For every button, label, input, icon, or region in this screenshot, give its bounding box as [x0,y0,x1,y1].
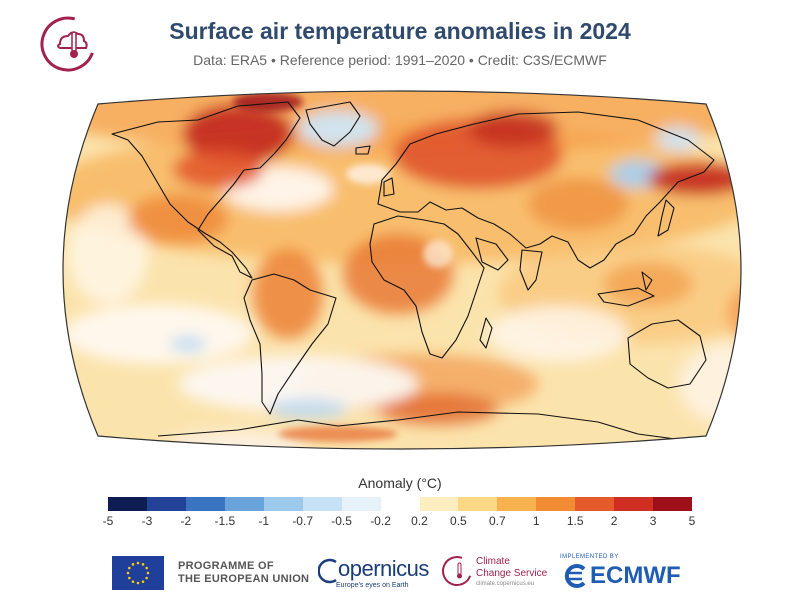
map-fill [63,91,741,449]
temperature-anomaly-map [38,84,766,456]
legend-swatch [185,497,225,511]
legend-swatch [380,497,420,511]
legend-tick-label: 0.5 [450,514,467,528]
copernicus-logo: opernicus Europe's eyes on Earth [318,552,429,592]
copernicus-text: opernicus [338,556,429,581]
legend-tick-label: 0.2 [411,514,428,528]
legend-swatch [224,497,264,511]
eu-star [128,576,131,580]
legend-tick-label: -1.5 [214,514,236,528]
legend-swatch [302,497,342,511]
legend-swatch [341,497,381,511]
world-map-svg [62,90,742,450]
ecmwf-implemented-by: IMPLEMENTED BY [560,554,619,560]
legend-title: Anomaly (°C) [358,475,442,491]
c3s-logo: Climate Change Service climate.copernicu… [440,552,550,592]
legend-swatch [108,497,147,511]
legend-tick-label: 1.5 [566,514,584,528]
page-subtitle: Data: ERA5 • Reference period: 1991–2020… [193,52,607,68]
legend-swatch [536,497,576,511]
eu-star [131,563,135,566]
coastlines [111,101,741,443]
legend-tick-label: -0.7 [292,514,313,528]
eu-star [146,571,150,575]
eu-star [126,571,130,575]
legend-tick-label: 0.7 [488,514,506,528]
footer-logos: PROGRAMME OF THE EUROPEAN UNION opernicu… [0,550,800,594]
legend-tick-label: 5 [688,514,696,528]
eu-flag-icon [112,556,164,590]
legend-tick-label: -1 [258,514,270,528]
eu-star [141,580,145,583]
eu-star [145,576,148,580]
copernicus-subtitle: Europe's eyes on Earth [336,582,409,589]
ecmwf-logo: IMPLEMENTED BY ECMWF [558,550,698,594]
legend-color-bar [108,497,693,511]
legend-tick-label: 3 [649,514,657,528]
eu-star [145,566,148,570]
eu-star [136,581,140,585]
c3s-text-line1: Climate [476,556,510,567]
eu-star [136,561,140,565]
legend-swatch [614,497,654,511]
eu-programme-text: PROGRAMME OF THE EUROPEAN UNION [178,560,309,586]
legend-swatch [497,497,537,511]
legend-tick-label: 1 [532,514,540,528]
legend-ticks: -5 -3 -2 -1.5 -1 -0.7 -0.5 -0.2 0.2 0.5 0.7 1 1.5 2 3 5 [103,514,696,530]
legend-tick-label: -3 [141,514,153,528]
legend-swatch [458,497,498,511]
c3s-small-thermometer-icon [442,556,472,586]
c3s-text: Climate Change Service [476,556,547,580]
legend-swatch [263,497,303,511]
legend-swatch [419,497,459,511]
eu-star [141,563,145,566]
eu-text-line1: PROGRAMME OF [178,560,274,572]
ecmwf-text: ECMWF [590,562,681,589]
copernicus-c-icon [318,558,337,584]
eu-text-line2: THE EUROPEAN UNION [178,573,310,585]
eu-star [128,566,131,570]
eu-star [131,580,135,583]
legend-tick-label: -5 [102,514,114,528]
legend-tick-label: 2 [610,514,618,528]
legend-tick-label: -2 [180,514,192,528]
legend-swatch [653,497,693,511]
c3s-thermometer-logo-icon [40,16,96,72]
legend-swatch [575,497,615,511]
ecmwf-swirl-icon [564,564,586,588]
page-title: Surface air temperature anomalies in 202… [169,18,631,44]
legend-swatch [146,497,186,511]
legend-tick-label: -0.5 [331,514,352,528]
legend-tick-label: -0.2 [370,514,391,528]
c3s-url: climate.copernicus.eu [476,581,535,587]
c3s-text-line2: Change Service [476,568,548,579]
